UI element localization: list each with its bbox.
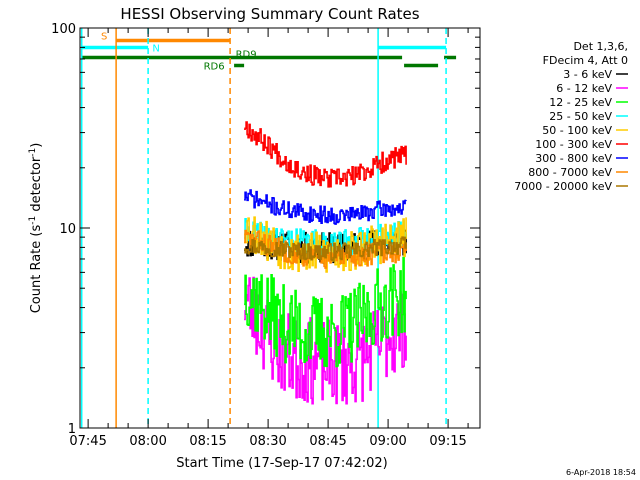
flag-label-rd9: RD9 bbox=[236, 50, 257, 61]
flag-label-s: S bbox=[101, 32, 107, 43]
y-axis-label-sup2: -1 bbox=[28, 148, 38, 157]
x-tick-label: 08:30 bbox=[249, 434, 286, 449]
legend-label-50-100-kev: 50 - 100 keV bbox=[542, 124, 612, 137]
legend-header-line-2: FDecim 4, Att 0 bbox=[543, 54, 628, 67]
y-axis-label-main: Count Rate (s bbox=[29, 225, 44, 314]
x-tick-label: 08:45 bbox=[309, 434, 346, 449]
x-axis: 07:45 08:00 08:15 08:30 08:45 09:00 09:15 bbox=[69, 28, 469, 449]
legend-label-6-12-kev: 6 - 12 keV bbox=[556, 82, 612, 95]
y-tick-label: 10 bbox=[59, 222, 76, 237]
x-tick-label: 07:45 bbox=[69, 434, 106, 449]
legend-label-12-25-kev: 12 - 25 keV bbox=[549, 96, 612, 109]
y-axis-label: Count Rate (s-1 detector-1) bbox=[28, 143, 44, 314]
y-axis-label-sup1: -1 bbox=[28, 216, 38, 225]
series-12-25-kev bbox=[244, 256, 407, 368]
chart-title: HESSI Observing Summary Count Rates bbox=[120, 5, 419, 23]
legend-label-100-300-kev: 100 - 300 keV bbox=[535, 138, 612, 151]
y-axis-label-tail: detector bbox=[29, 156, 44, 216]
x-tick-label: 08:00 bbox=[129, 434, 166, 449]
series-group bbox=[244, 121, 407, 405]
y-tick-label: 100 bbox=[51, 22, 76, 37]
y-axis-label-close: ) bbox=[29, 143, 44, 148]
series-50-100-kev bbox=[244, 216, 407, 273]
flag-bars: S N RD9 RD6 bbox=[81, 32, 457, 73]
x-tick-label: 09:00 bbox=[369, 434, 406, 449]
series-7000-20000-kev bbox=[244, 236, 407, 261]
y-tick-label: 1 bbox=[68, 422, 76, 437]
x-tick-label: 09:15 bbox=[429, 434, 466, 449]
series-300-800-kev bbox=[244, 189, 407, 225]
x-tick-label: 08:15 bbox=[189, 434, 226, 449]
series-100-300-kev bbox=[244, 121, 407, 188]
legend-label-7000-20000-kev: 7000 - 20000 keV bbox=[514, 180, 612, 193]
flag-label-n: N bbox=[152, 44, 159, 55]
legend-header-line-1: Det 1,3,6, bbox=[573, 40, 628, 53]
legend-label-800-7000-kev: 800 - 7000 keV bbox=[528, 166, 612, 179]
legend-label-3-6-kev: 3 - 6 keV bbox=[563, 68, 612, 81]
series-6-12-kev bbox=[244, 276, 407, 405]
legend-label-25-50-kev: 25 - 50 keV bbox=[549, 110, 612, 123]
legend-label-300-800-kev: 300 - 800 keV bbox=[535, 152, 612, 165]
y-axis: 1 10 100 bbox=[51, 22, 480, 437]
x-axis-label: Start Time (17-Sep-17 07:42:02) bbox=[176, 456, 387, 471]
footer-timestamp: 6-Apr-2018 18:54 bbox=[566, 468, 636, 477]
flag-label-rd6: RD6 bbox=[204, 62, 225, 73]
